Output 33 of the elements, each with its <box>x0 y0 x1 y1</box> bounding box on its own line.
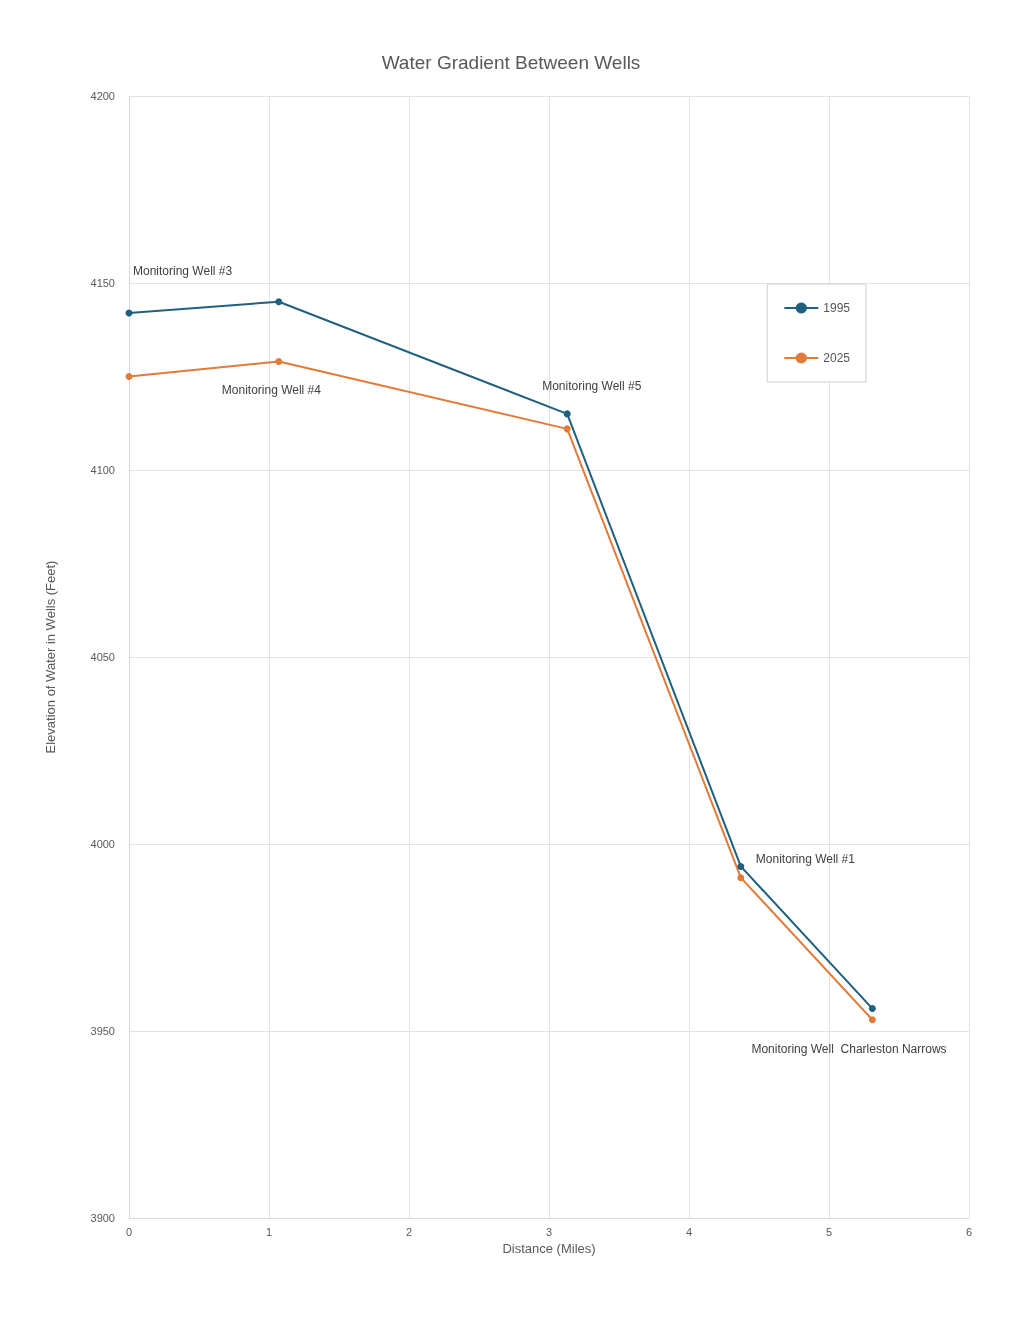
x-tick-label: 5 <box>825 1225 833 1238</box>
y-tick-label: 3900 <box>90 1212 115 1224</box>
x-axis-title: Distance (Miles) <box>502 1241 596 1256</box>
y-tick-label: 4200 <box>90 90 115 102</box>
point <box>868 1016 876 1024</box>
annotation: Monitoring Well #5 <box>542 378 642 393</box>
legend-label: 2025 <box>823 351 851 365</box>
y-tick-label: 4050 <box>90 651 115 663</box>
legend-label: 1995 <box>823 301 851 315</box>
y-tick-label: 4000 <box>90 838 115 850</box>
chart-title: Water Gradient Between Wells <box>381 52 641 73</box>
x-tick-label: 3 <box>545 1225 553 1238</box>
annotation: Monitoring Well #4 <box>221 382 322 397</box>
x-tick-label: 0 <box>125 1225 133 1238</box>
x-tick-label: 2 <box>405 1225 413 1238</box>
point <box>737 862 745 870</box>
x-tick-label: 1 <box>265 1225 273 1238</box>
point <box>563 425 571 433</box>
y-axis-title: Elevation of Water in Wells (Feet) <box>43 560 58 754</box>
y-tick-label: 3950 <box>90 1025 115 1037</box>
point <box>737 874 745 882</box>
x-tick-label: 4 <box>685 1225 693 1238</box>
annotation: Monitoring Well #1 <box>755 852 856 867</box>
annotation: Monitoring Well Charleston Narrows <box>751 1041 947 1056</box>
point <box>275 298 283 306</box>
y-tick-label: 4150 <box>90 277 115 289</box>
x-tick-label: 6 <box>965 1225 973 1238</box>
annotation: Monitoring Well #3 <box>133 263 233 278</box>
point <box>275 358 283 366</box>
y-tick-label: 4100 <box>90 464 115 476</box>
point <box>563 410 571 418</box>
point <box>125 373 133 380</box>
point <box>868 1005 876 1013</box>
